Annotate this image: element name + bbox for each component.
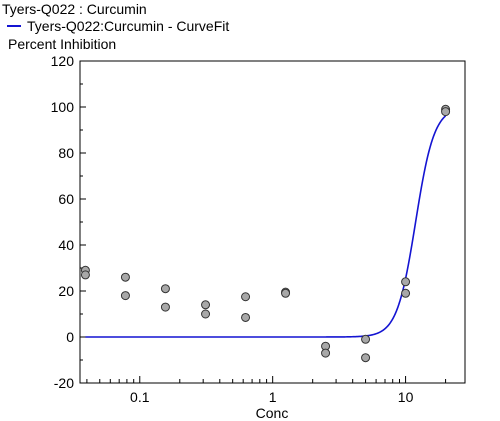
data-point	[441, 107, 451, 117]
y-tick-label: 60	[58, 191, 74, 207]
x-tick-label: 1	[269, 389, 277, 405]
y-axis-label: Percent Inhibition	[8, 36, 117, 52]
data-point	[241, 292, 251, 302]
data-point	[120, 272, 130, 282]
x-tick-label: 10	[398, 389, 414, 405]
chart-title: Tyers-Q022 : Curcumin	[2, 1, 147, 17]
data-point	[160, 284, 170, 294]
data-point	[401, 288, 411, 298]
y-tick-label: 80	[58, 145, 74, 161]
y-tick-label: -20	[54, 375, 74, 391]
legend: Tyers-Q022:Curcumin - CurveFit	[7, 18, 229, 34]
data-point	[120, 291, 130, 301]
y-axis: -20 0 20 40 60 80 100 120	[51, 53, 86, 391]
plot-frame	[79, 60, 466, 384]
data-series	[80, 104, 451, 363]
legend-entry-curvefit: Tyers-Q022:Curcumin - CurveFit	[27, 18, 230, 34]
y-tick-label: 120	[51, 53, 75, 69]
x-axis: 0.1 1 10	[86, 376, 447, 405]
y-tick-label: 40	[58, 237, 74, 253]
data-point	[241, 312, 251, 322]
legend-curve-swatch	[7, 25, 21, 27]
y-tick-label: 20	[58, 283, 74, 299]
data-point	[401, 277, 411, 287]
x-tick-label: 0.1	[130, 389, 150, 405]
data-point	[80, 270, 90, 280]
data-point	[361, 334, 371, 344]
data-point	[201, 300, 211, 310]
y-tick-label: 100	[51, 99, 75, 115]
data-point	[281, 288, 291, 298]
data-point	[321, 348, 331, 358]
x-axis-label: Conc	[256, 405, 289, 421]
data-point	[201, 309, 211, 319]
fit-curve	[85, 115, 447, 338]
data-point	[160, 302, 170, 312]
data-point	[361, 353, 371, 363]
y-tick-label: 0	[66, 329, 74, 345]
